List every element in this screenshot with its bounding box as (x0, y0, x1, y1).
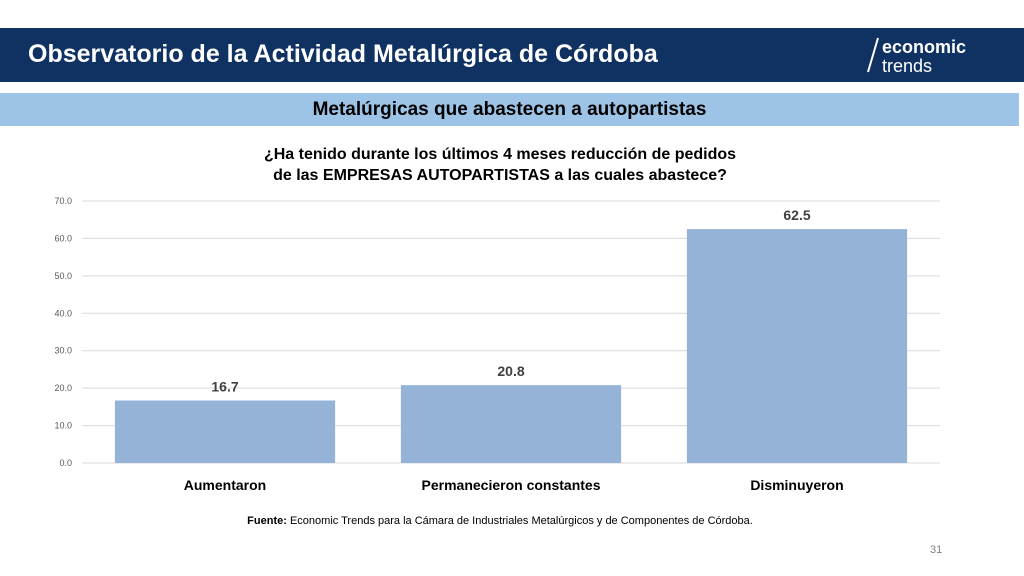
data-label: 16.7 (211, 378, 238, 394)
source-text: Economic Trends para la Cámara de Indust… (286, 515, 753, 527)
section-title: Metalúrgicas que abastecen a autopartist… (312, 99, 707, 120)
chart-title-line-2: de las EMPRESAS AUTOPARTISTAS a las cual… (273, 167, 727, 184)
section-banner: Metalúrgicas que abastecen a autopartist… (0, 93, 1019, 126)
page-title: Observatorio de la Actividad Metalúrgica… (28, 40, 658, 68)
svg-text:economic: economic (882, 37, 966, 57)
bar (686, 229, 908, 463)
header-bar: Observatorio de la Actividad Metalúrgica… (0, 28, 1024, 82)
data-label: 20.8 (497, 363, 524, 379)
y-tick-label: 0.0 (59, 458, 72, 468)
source-note: Fuente: Economic Trends para la Cámara d… (0, 515, 1000, 527)
chart-title: ¿Ha tenido durante los últimos 4 meses r… (200, 144, 800, 186)
y-tick-label: 70.0 (54, 196, 72, 206)
x-tick-label: Disminuyeron (750, 477, 843, 493)
bar (114, 400, 336, 463)
economic-trends-logo: economic trends (867, 37, 966, 76)
y-tick-label: 20.0 (54, 383, 72, 393)
chart-title-line-1: ¿Ha tenido durante los últimos 4 meses r… (263, 146, 737, 163)
y-tick-label: 10.0 (54, 421, 72, 431)
y-tick-label: 50.0 (54, 271, 72, 281)
page-number: 31 (930, 544, 943, 556)
svg-text:trends: trends (882, 56, 932, 76)
x-tick-label: Aumentaron (184, 477, 266, 493)
bar (400, 385, 622, 463)
x-tick-label: Permanecieron constantes (422, 477, 601, 493)
y-tick-label: 40.0 (54, 308, 72, 318)
y-tick-label: 60.0 (54, 233, 72, 243)
source-label: Fuente: (247, 515, 287, 527)
data-label: 62.5 (783, 207, 810, 223)
y-tick-label: 30.0 (54, 346, 72, 356)
